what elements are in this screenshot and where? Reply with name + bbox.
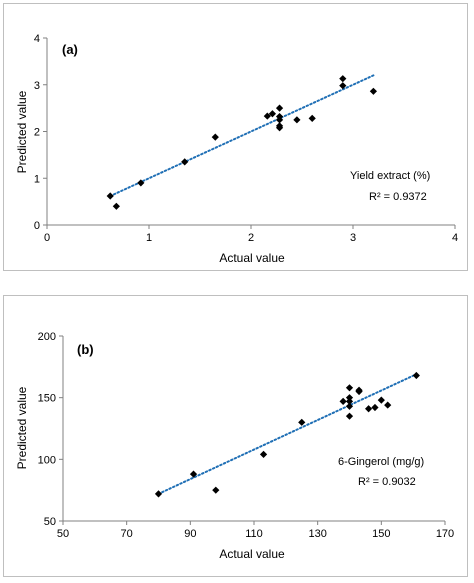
x-tick-label: 130: [308, 528, 326, 540]
data-point: [137, 179, 145, 187]
panel-b: 50 70 90 110 130 150 170 50 100 150 200 (b) 6-Ginger…: [3, 295, 468, 577]
data-point: [106, 192, 114, 200]
x-tick-label: 70: [121, 528, 133, 540]
x-tick-label: 4: [452, 232, 458, 244]
x-tick-label: 0: [44, 232, 50, 244]
r-squared-annotation: R² = 0.9372: [369, 191, 427, 203]
data-point: [275, 116, 284, 124]
data-point: [345, 397, 354, 405]
x-tick-label: 3: [350, 232, 356, 244]
data-point: [275, 124, 284, 132]
x-axis-label: Actual value: [219, 547, 285, 561]
data-point: [345, 412, 354, 420]
data-point: [268, 110, 277, 118]
data-point: [259, 450, 268, 458]
data-point: [345, 384, 354, 392]
data-point: [211, 133, 219, 141]
data-point: [377, 396, 385, 404]
data-point: [275, 104, 284, 112]
data-point: [355, 386, 363, 394]
r-squared-annotation: R² = 0.9032: [358, 476, 416, 488]
y-axis-label: Predicted value: [15, 90, 29, 173]
series-annotation: 6-Gingerol (mg/g): [338, 456, 424, 468]
data-point: [412, 371, 420, 380]
y-tick-label: 4: [34, 33, 40, 45]
data-point: [369, 87, 377, 95]
data-point: [371, 403, 379, 412]
x-tick-label: 110: [245, 528, 263, 540]
data-point: [212, 486, 220, 494]
panel-a: 0 1 2 3 4 0 1 2 3 4 (a) Yield extract (%) R² = 0.937…: [3, 3, 468, 271]
y-axis-label: Predicted value: [15, 386, 29, 469]
y-tick-label: 2: [34, 127, 40, 139]
x-tick-label: 90: [184, 528, 196, 540]
data-point: [308, 114, 316, 123]
data-point: [365, 405, 373, 413]
data-point: [181, 158, 189, 166]
y-tick-label: 50: [44, 516, 56, 528]
x-axis-label: Actual value: [219, 251, 285, 265]
data-point: [345, 394, 354, 402]
data-point: [339, 397, 347, 405]
data-point: [263, 112, 271, 120]
x-tick-label: 150: [372, 528, 390, 540]
data-point: [154, 490, 163, 498]
series-annotation: Yield extract (%): [350, 170, 430, 182]
data-point: [339, 75, 347, 83]
x-tick-label: 2: [248, 232, 254, 244]
panel-label: (b): [77, 342, 94, 357]
trendline: [109, 74, 375, 198]
y-tick-label: 0: [34, 220, 40, 232]
y-tick-label: 3: [34, 80, 40, 92]
data-point: [189, 470, 198, 478]
chart-frame: [3, 295, 468, 577]
data-point: [345, 402, 354, 410]
y-tick-label: 100: [38, 454, 56, 466]
x-tick-label: 1: [146, 232, 152, 244]
y-tick-label: 150: [38, 393, 56, 405]
y-tick-label: 200: [38, 331, 56, 343]
x-tick-label: 50: [57, 528, 69, 540]
x-tick-label: 170: [436, 528, 454, 540]
data-point: [298, 418, 306, 426]
data-point: [293, 116, 301, 124]
y-tick-label: 1: [34, 173, 40, 185]
data-point: [112, 202, 120, 210]
panel-label: (a): [62, 42, 78, 57]
data-point: [384, 401, 392, 409]
chart-frame: [3, 3, 468, 271]
data-point: [339, 82, 347, 90]
trendline: [157, 373, 418, 495]
